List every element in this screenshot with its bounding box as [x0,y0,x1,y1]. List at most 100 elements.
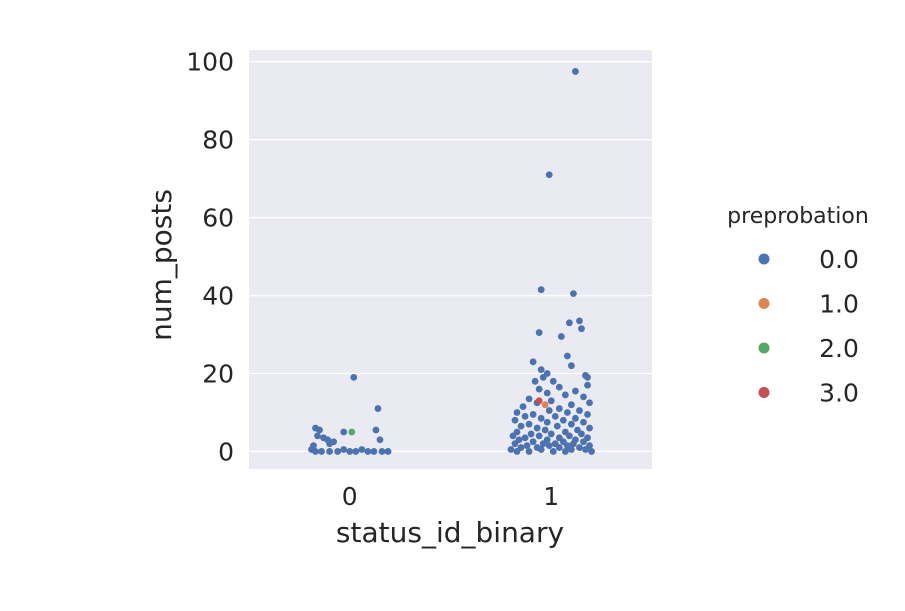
legend: preprobation 0.0 1.0 2.0 3.0 [727,204,869,408]
data-point [384,448,392,455]
data-point [511,416,519,424]
data-point [555,383,563,391]
data-point [535,397,543,405]
data-points [308,68,595,455]
data-point [523,442,531,450]
y-tick-label: 0 [218,437,234,466]
legend-entry-label: 3.0 [819,379,859,408]
data-point [533,424,541,432]
data-point [586,424,593,432]
data-point [531,377,539,385]
x-axis-label: status_id_binary [336,516,564,549]
data-point [541,401,549,409]
legend-title: preprobation [727,204,869,229]
data-point [529,438,537,446]
data-point [521,412,529,420]
data-point [543,418,551,426]
data-point [525,395,533,403]
legend-entry-label: 1.0 [819,290,859,319]
data-point [580,393,587,401]
x-tick-label: 1 [543,482,559,511]
data-point [513,409,521,416]
data-point [578,325,585,333]
data-point [507,446,515,453]
plot-area [249,50,652,469]
data-point [370,448,378,455]
data-point [535,385,543,393]
y-tick-label: 20 [202,360,234,389]
data-point [580,438,587,446]
data-point [348,428,356,436]
data-point [580,418,587,426]
y-tick-label: 60 [202,204,234,233]
data-point [588,448,595,455]
data-point [525,448,533,455]
data-point [529,411,537,418]
data-point [545,442,553,450]
data-point [513,448,521,455]
data-point [572,414,579,422]
data-point [555,405,563,412]
data-point [316,426,323,434]
data-point [582,446,589,453]
data-point [346,448,354,455]
data-point [545,171,553,179]
y-tick-label: 80 [202,126,234,155]
data-point [374,405,382,412]
data-point [537,446,545,453]
data-point [547,397,555,405]
data-point [511,440,519,448]
data-point [318,448,325,455]
data-point [537,414,545,422]
legend-entry-label: 2.0 [819,334,859,363]
data-point [584,381,591,389]
x-tick-label: 0 [342,482,358,511]
data-point [584,374,591,381]
data-point [350,374,358,381]
data-point [555,444,563,451]
data-point [535,432,543,440]
data-point [547,430,555,438]
y-axis-label: num_posts [145,189,178,341]
data-point [517,422,525,430]
data-point [364,448,372,455]
data-point [576,317,583,325]
data-point [561,448,569,455]
data-point [572,68,579,75]
data-point [334,448,342,455]
data-point [553,422,561,430]
data-point [572,387,579,395]
legend-marker [758,387,770,398]
data-point [537,286,545,294]
data-point [551,412,559,420]
data-point [312,448,319,455]
data-point [561,391,569,399]
data-point [570,290,577,298]
data-point [527,430,535,438]
legend-entry-label: 0.0 [819,245,859,274]
y-tick-label: 100 [186,48,234,77]
data-point [563,352,571,360]
legend-marker [758,342,770,354]
data-point [378,448,386,455]
data-point [521,434,529,442]
data-point [568,420,575,428]
data-point [549,377,557,385]
data-point [576,444,583,451]
data-point [539,440,547,448]
data-point [568,446,575,453]
data-point [565,432,573,440]
data-point [565,319,573,327]
data-point [326,448,333,455]
data-point [586,399,593,407]
data-point [568,401,575,409]
data-point [541,426,549,434]
data-point [314,432,321,440]
data-point [340,428,348,436]
data-point [549,448,557,455]
data-point [559,416,567,424]
data-point [563,409,571,416]
data-point [568,362,575,370]
data-point [340,446,348,453]
